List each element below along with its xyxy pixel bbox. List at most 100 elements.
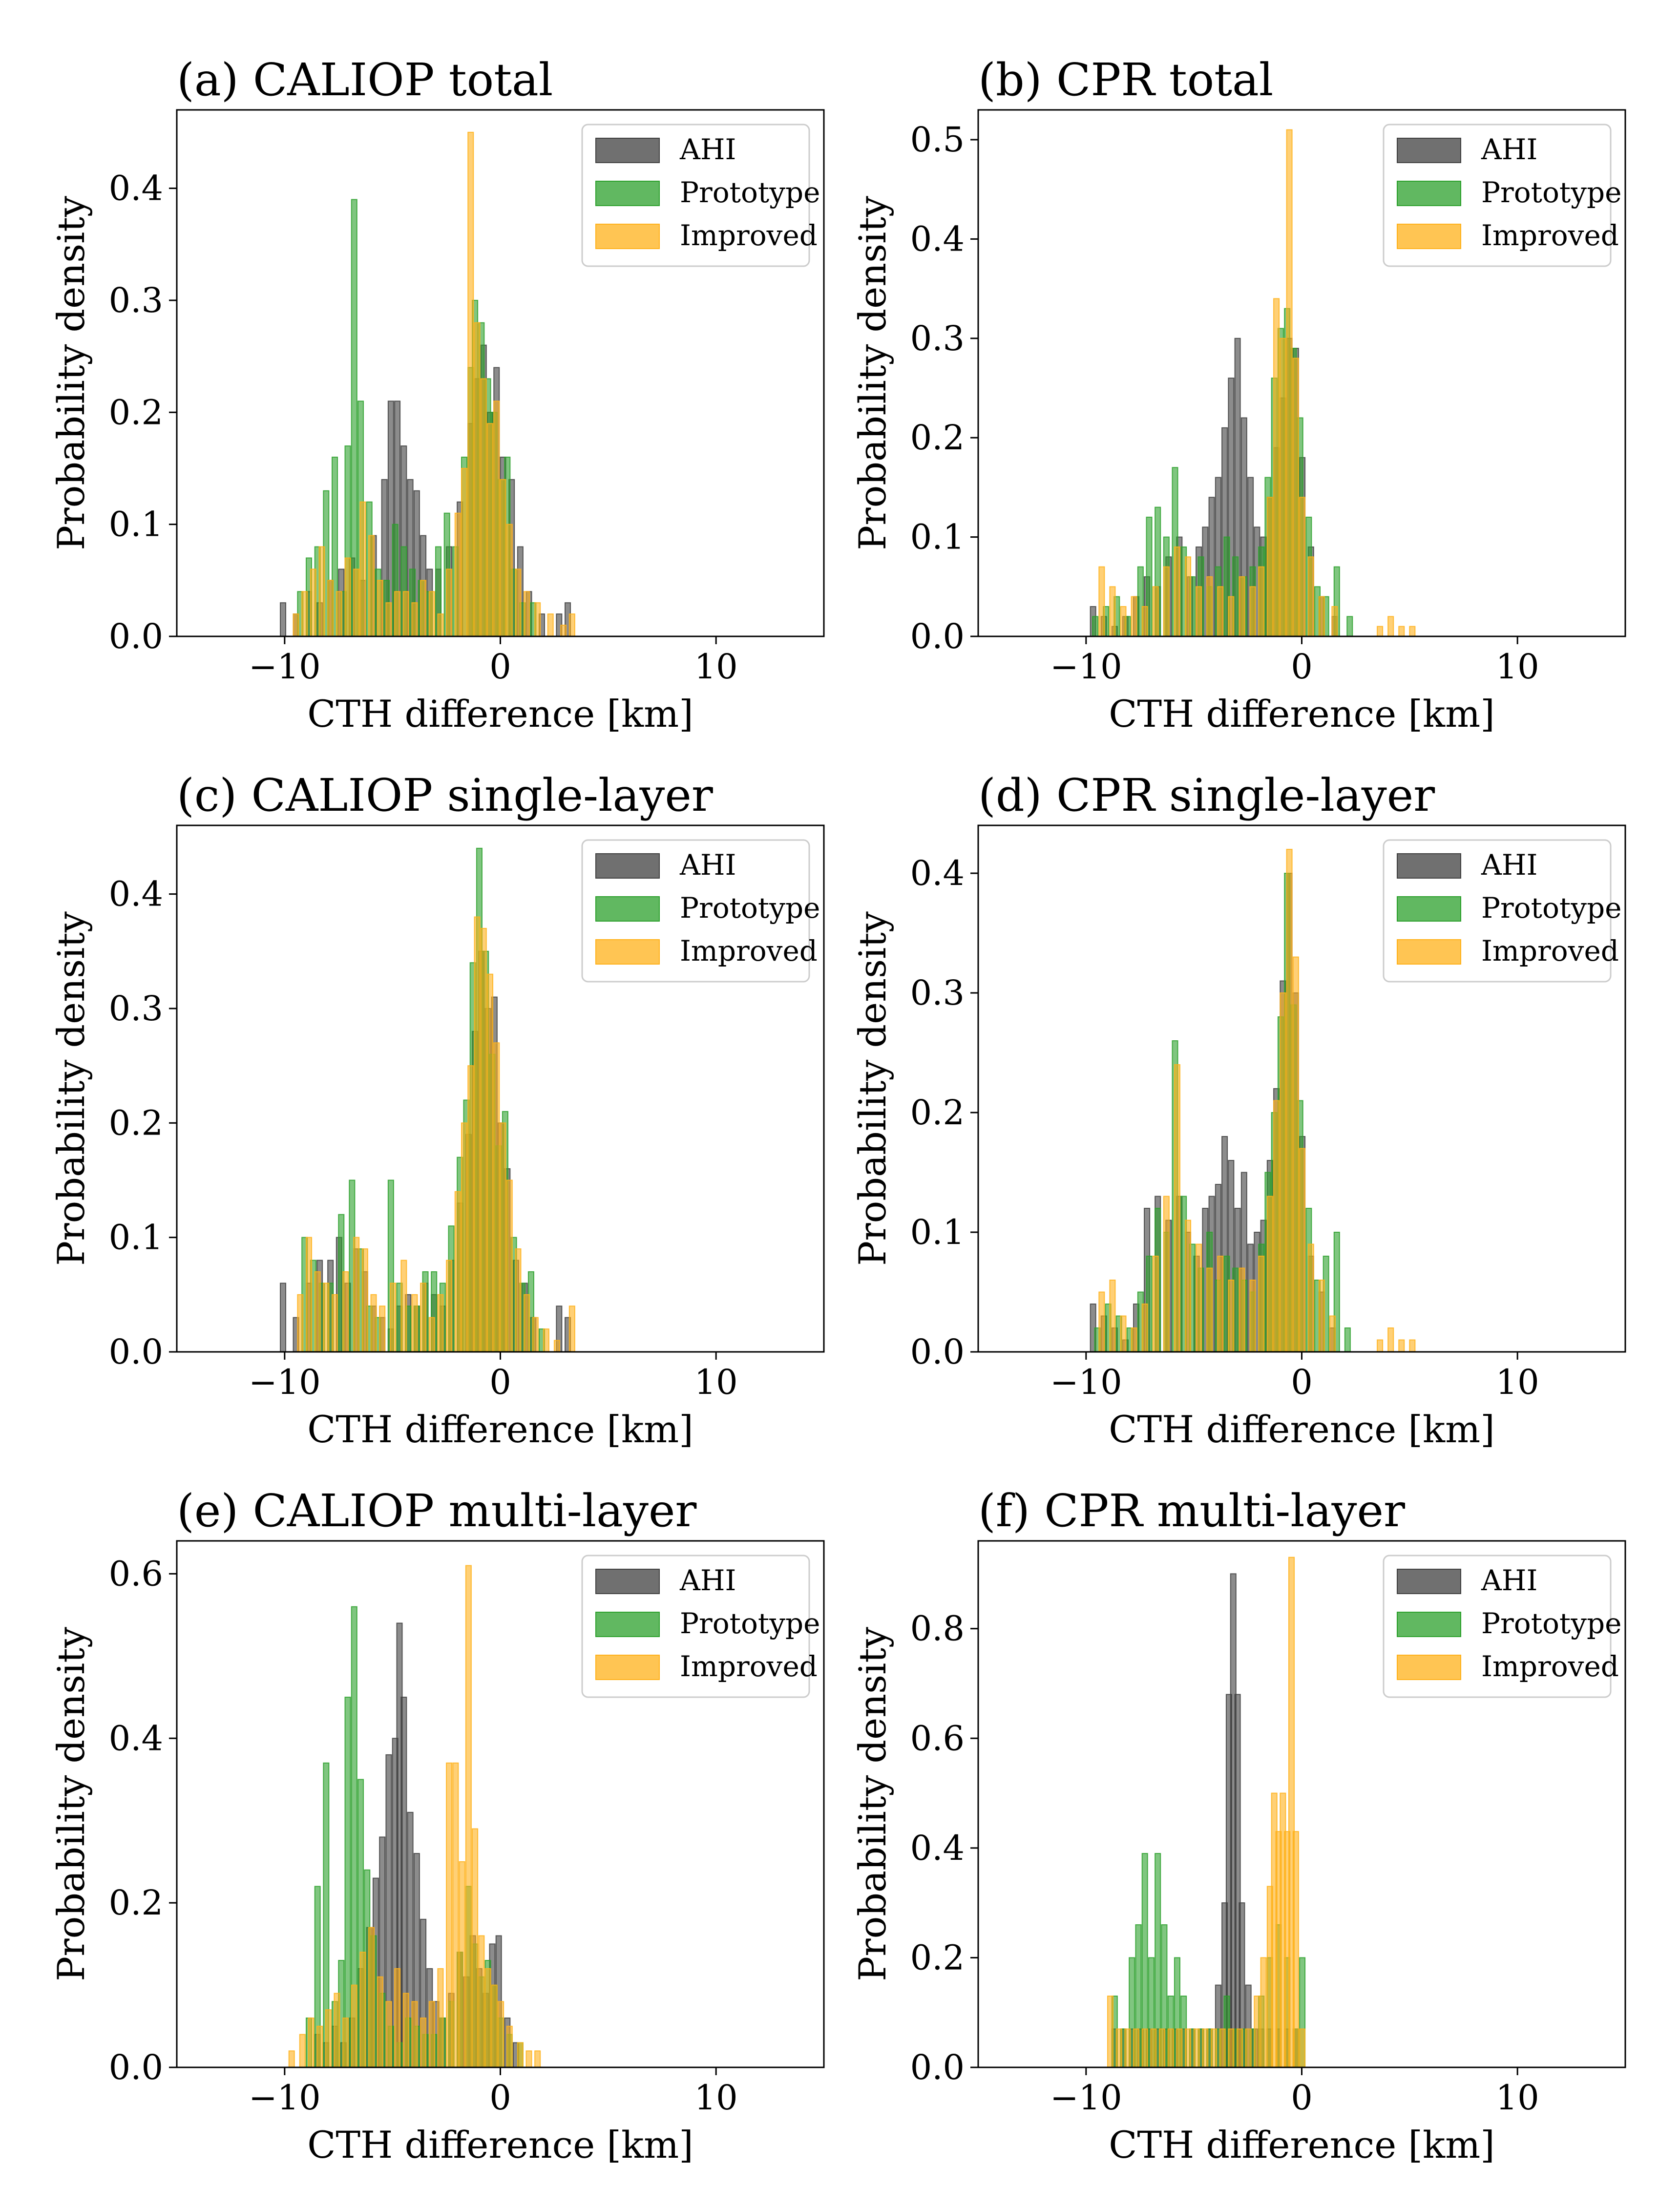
series-improved	[293, 131, 575, 637]
histogram-bar	[1120, 1315, 1127, 1352]
x-tick-label: −10	[249, 647, 321, 687]
panel-title: (f) CPR multi-layer	[978, 1485, 1405, 1537]
x-tick-label: −10	[1050, 647, 1122, 687]
histogram-bar	[472, 1828, 479, 2068]
histogram-bar	[484, 1968, 491, 2068]
histogram-bar	[385, 2001, 392, 2068]
histogram-bar	[1150, 2028, 1157, 2068]
legend-swatch	[1397, 1569, 1461, 1594]
histogram-bar	[1280, 992, 1286, 1352]
histogram-bar	[534, 2050, 541, 2068]
histogram-bar	[1098, 1291, 1105, 1352]
histogram-bar	[461, 467, 468, 637]
histogram-bar	[1266, 497, 1273, 637]
legend-label: Prototype	[1481, 176, 1621, 209]
histogram-bar	[293, 613, 299, 637]
histogram-bar	[1185, 1220, 1192, 1352]
histogram-bar	[515, 1248, 522, 1353]
histogram-bar	[1377, 1339, 1384, 1352]
panel-d: (d) CPR single-layer −10 0 10 0.0 0.1 0.2 0.3 0.…	[851, 769, 1626, 1451]
legend-label: Prototype	[1481, 1607, 1621, 1640]
histogram-bar	[428, 591, 435, 637]
histogram-bar	[1331, 606, 1338, 637]
histogram-bar	[402, 1993, 409, 2068]
histogram-bar	[459, 1861, 465, 2068]
legend-swatch	[595, 1569, 660, 1594]
histogram-bar	[1249, 1280, 1256, 1352]
histogram-bar	[480, 378, 487, 637]
x-axis-label: CTH difference [km]	[307, 692, 693, 736]
legend-swatch	[595, 224, 660, 249]
histogram-bar	[1387, 1327, 1394, 1352]
legend: AHI Prototype Improved	[581, 839, 820, 983]
histogram-bar	[377, 1976, 383, 2068]
x-tick-label: 10	[1496, 647, 1539, 687]
histogram-bar	[359, 501, 366, 637]
histogram-bar	[1131, 1327, 1137, 1352]
histogram-bar	[1286, 849, 1293, 1352]
histogram-bar	[487, 973, 494, 1352]
histogram-bar	[446, 1260, 453, 1353]
histogram-bar	[1344, 1327, 1351, 1352]
histogram-bar	[498, 2001, 504, 2068]
legend-label: Improved	[1481, 934, 1619, 968]
x-tick-label: 10	[694, 2078, 738, 2118]
histogram-bar	[1176, 2028, 1183, 2068]
histogram-bar	[474, 916, 481, 1352]
histogram-bar	[394, 1968, 401, 2068]
histogram-bar	[344, 1697, 351, 2068]
series-improved	[297, 916, 575, 1353]
histogram-bar	[370, 1294, 377, 1353]
histogram-bar	[368, 1927, 375, 2068]
panel-f: (f) CPR multi-layer −10 0 10 0.0 0.2 0.4 0.6 0.8…	[851, 1485, 1626, 2167]
legend-swatch	[595, 1612, 660, 1637]
legend-swatch	[595, 939, 660, 965]
histogram-bar	[534, 602, 541, 637]
y-tick-label: 0.3	[910, 973, 965, 1013]
x-tick-label: 0	[1291, 2078, 1313, 2118]
histogram-bar	[493, 1042, 500, 1352]
histogram-bar	[1092, 616, 1099, 637]
histogram-bar	[515, 568, 522, 637]
y-tick-label: 0.2	[910, 1093, 965, 1133]
histogram-bar	[1133, 2028, 1140, 2068]
legend-label: AHI	[679, 133, 736, 166]
x-tick-label: 10	[1496, 1362, 1539, 1402]
series-improved	[288, 1565, 541, 2068]
histogram-bar	[310, 568, 316, 637]
y-tick-label: 0.2	[109, 1103, 163, 1143]
y-tick-label: 0.4	[109, 874, 163, 914]
histogram-bar	[1124, 2028, 1131, 2068]
histogram-bar	[359, 1952, 366, 2068]
panel-title: (e) CALIOP multi-layer	[177, 1485, 696, 1537]
legend-label: AHI	[1481, 133, 1537, 166]
histogram-bar	[368, 535, 375, 637]
legend-label: Improved	[680, 1650, 818, 1683]
histogram-bar	[1141, 1304, 1148, 1352]
histogram-bar	[400, 1260, 407, 1353]
x-axis-label: CTH difference [km]	[307, 2123, 693, 2167]
x-tick-label: 0	[489, 647, 511, 687]
histogram-bar	[1318, 1280, 1325, 1352]
y-tick-label: 0.6	[109, 1554, 163, 1594]
histogram-bar	[461, 1122, 468, 1353]
histogram-bar	[308, 2017, 315, 2068]
histogram-bar	[1299, 1148, 1306, 1352]
legend-label: AHI	[679, 848, 736, 882]
legend-swatch	[1397, 939, 1461, 965]
histogram-bar	[1273, 1100, 1280, 1352]
histogram-bar	[1211, 2028, 1218, 2068]
histogram-bar	[1174, 546, 1180, 637]
histogram-bar	[437, 1968, 444, 2068]
legend-label: Prototype	[680, 1607, 820, 1640]
histogram-bar	[543, 1328, 549, 1352]
histogram-bar	[428, 2001, 435, 2068]
legend-label: AHI	[1481, 848, 1537, 882]
x-tick-label: −10	[249, 1362, 321, 1402]
legend-label: Prototype	[680, 176, 820, 209]
legend: AHI Prototype Improved	[1383, 124, 1621, 267]
histogram-bar	[306, 1237, 313, 1352]
histogram-bar	[428, 1317, 435, 1352]
legend: AHI Prototype Improved	[581, 124, 820, 267]
histogram-bar	[1206, 1267, 1213, 1352]
